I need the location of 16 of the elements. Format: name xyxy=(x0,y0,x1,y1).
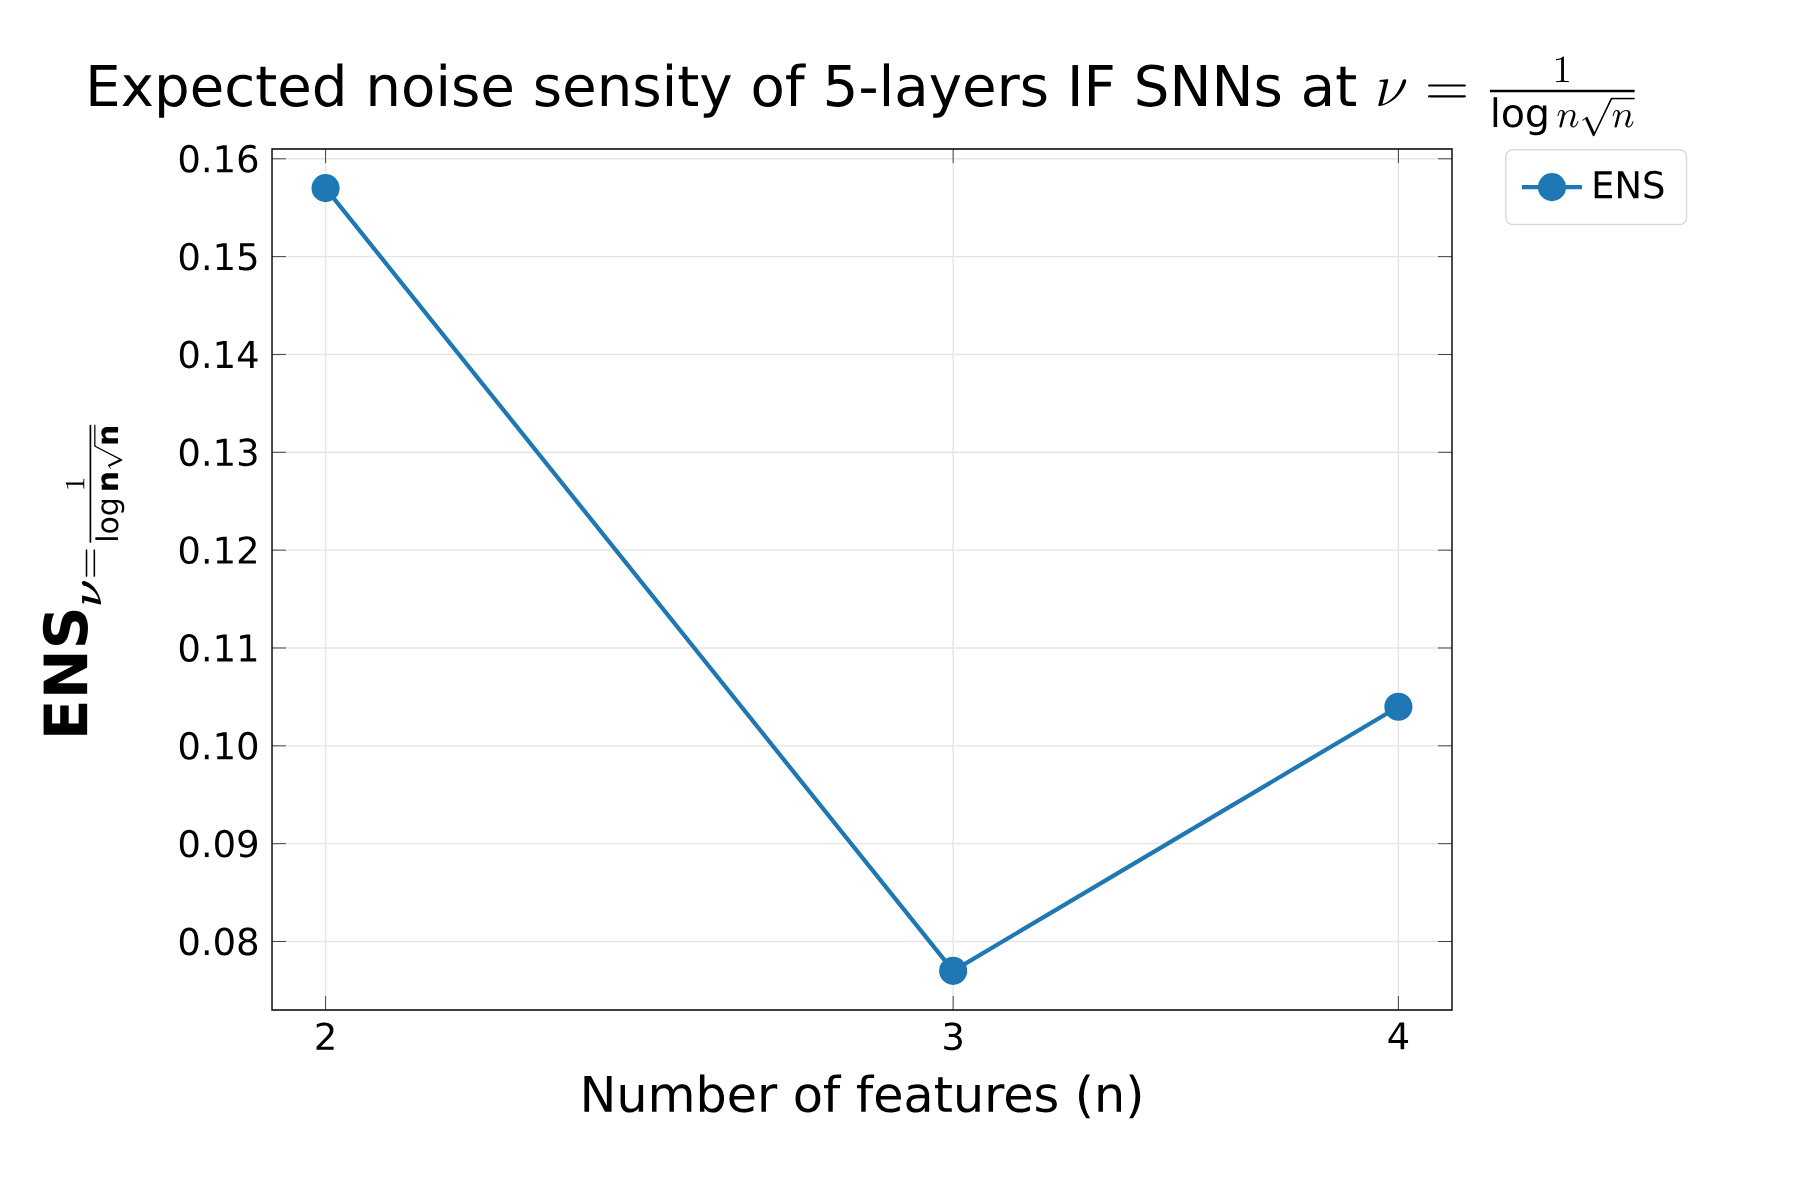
y-tick-label: 0.08 xyxy=(179,927,258,956)
x-tick-label: 4 xyxy=(1388,1022,1409,1050)
y-axis-title: $\mathbf{ENS}_{\boldsymbol{\nu}=\frac{1}{\log\mathbf{n}\sqrt{\mathbf{n}}}}$ xyxy=(42,424,125,735)
y-tick-label: 0.12 xyxy=(179,536,256,565)
y-tick-label: 0.16 xyxy=(179,144,258,173)
x-axis-title: Number of features (n) xyxy=(584,1074,1141,1119)
y-tick-label: 0.13 xyxy=(179,438,257,467)
legend-label: ENS xyxy=(1594,170,1664,199)
x-tick-label: 2 xyxy=(316,1022,334,1050)
y-tick-label: 0.11 xyxy=(179,634,257,662)
y-tick-label: 0.15 xyxy=(179,242,257,271)
x-tick-label: 3 xyxy=(944,1022,962,1051)
y-tick-label: 0.10 xyxy=(179,731,258,760)
y-tick-label: 0.14 xyxy=(179,340,258,369)
chart-title: $\text{Expected noise sensity of 5-layers IF SNNs at }\nu=\frac{1}{\log n\sqrt{n}}$ xyxy=(90,56,1635,137)
y-tick-label: 0.09 xyxy=(179,829,257,858)
